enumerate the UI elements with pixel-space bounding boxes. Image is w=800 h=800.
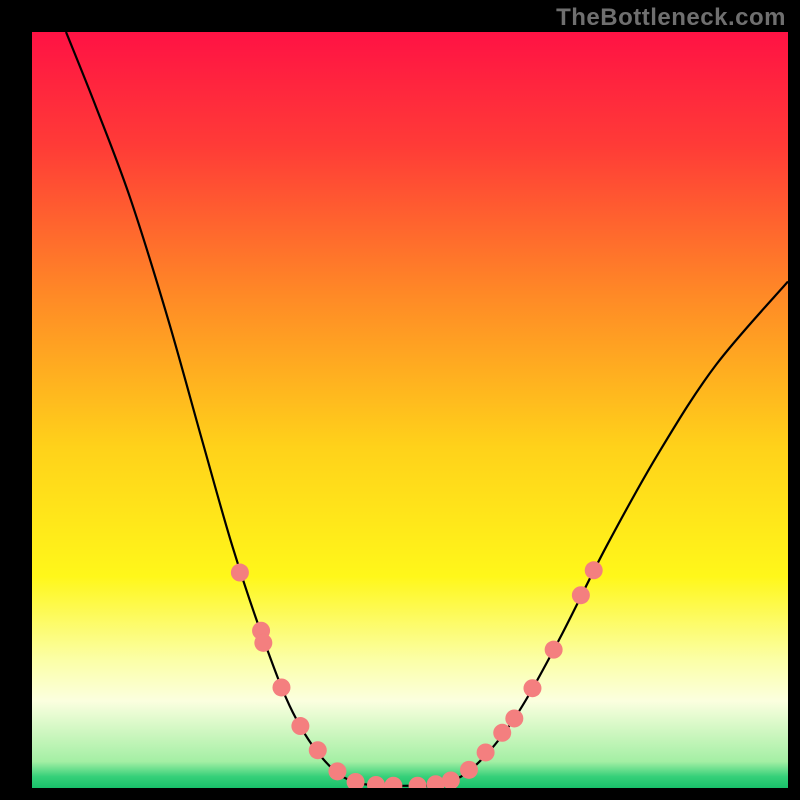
data-marker [493, 724, 511, 742]
data-marker [291, 717, 309, 735]
data-marker [272, 678, 290, 696]
border-left [0, 0, 32, 800]
watermark-text: TheBottleneck.com [556, 4, 786, 32]
border-right [788, 0, 800, 800]
data-marker [231, 564, 249, 582]
chart-stage: TheBottleneck.com [0, 0, 800, 800]
data-marker [254, 634, 272, 652]
data-marker [477, 743, 495, 761]
data-marker [572, 586, 590, 604]
data-marker [460, 761, 478, 779]
plot-area [32, 32, 788, 788]
data-marker [585, 561, 603, 579]
data-marker [505, 709, 523, 727]
plot-svg [32, 32, 788, 788]
data-marker [545, 641, 563, 659]
gradient-background [32, 32, 788, 788]
data-marker [328, 762, 346, 780]
data-marker [309, 741, 327, 759]
data-marker [523, 679, 541, 697]
border-bottom [0, 788, 800, 800]
